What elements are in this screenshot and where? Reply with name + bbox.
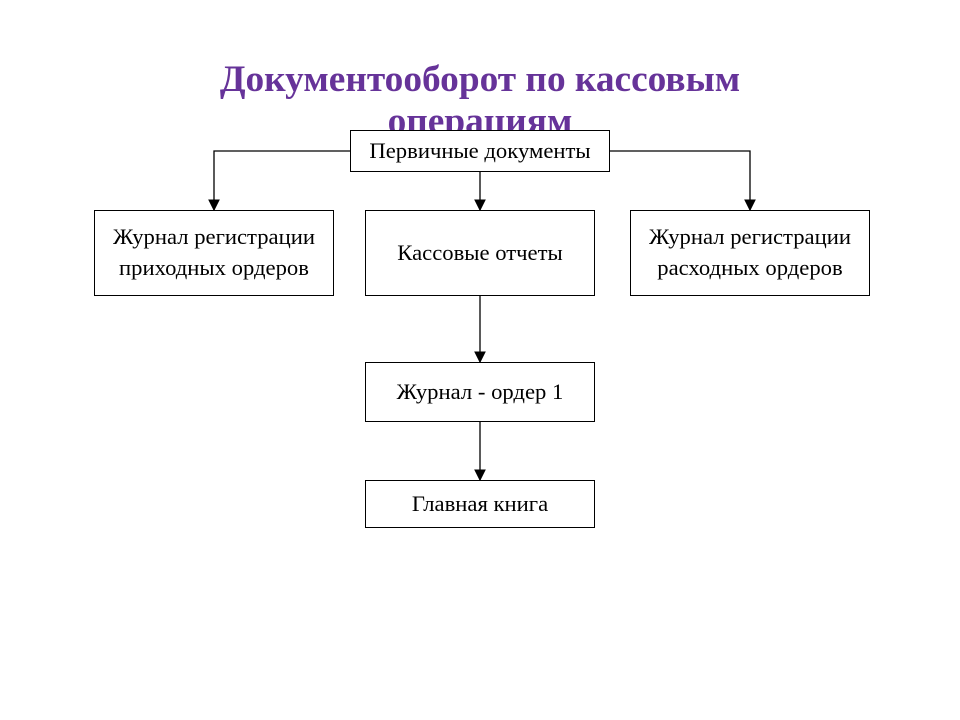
- node-journal-order-1: Журнал - ордер 1: [365, 362, 595, 422]
- node-primary-documents: Первичные документы: [350, 130, 610, 172]
- node-cash-reports: Кассовые отчеты: [365, 210, 595, 296]
- node-journal-incoming-orders: Журнал регистрации приходных ордеров: [94, 210, 334, 296]
- node-journal-outgoing-orders: Журнал регистрации расходных ордеров: [630, 210, 870, 296]
- page-title-line1: Документооборот по кассовым: [0, 58, 960, 101]
- node-general-ledger: Главная книга: [365, 480, 595, 528]
